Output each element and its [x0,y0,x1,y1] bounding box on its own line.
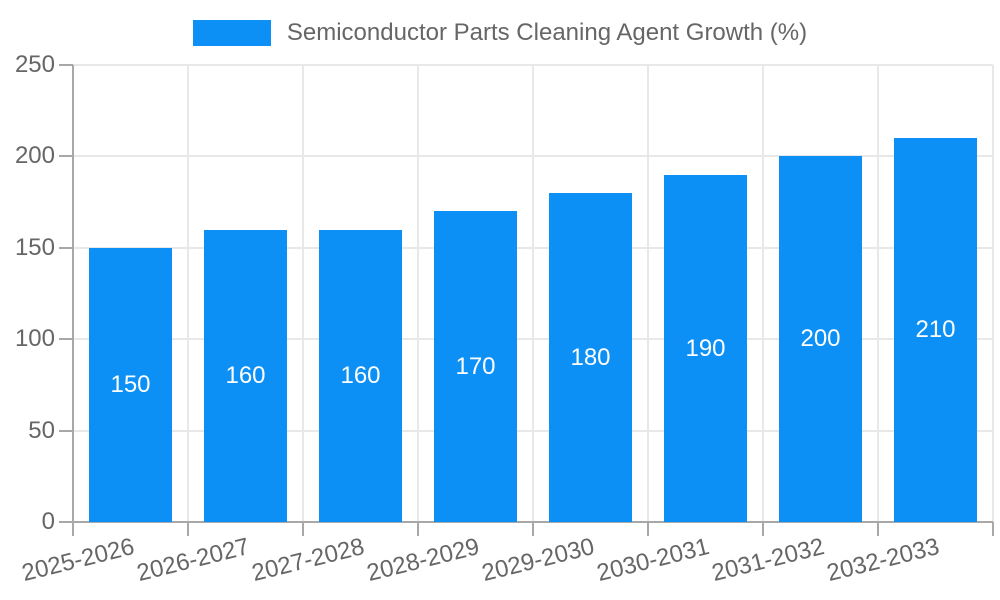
y-axis-tick-label: 150 [14,234,55,261]
x-axis-tick [417,522,419,536]
bar-value-label: 190 [685,334,726,362]
bar-2030-2031[interactable]: 190 [664,175,747,522]
bar-2027-2028[interactable]: 160 [319,230,402,522]
y-axis-tick-label: 250 [14,51,55,78]
bar-value-label: 200 [800,325,841,352]
x-gridline [187,65,189,522]
x-axis-tick [877,522,879,536]
x-gridline [302,65,304,522]
y-axis-line [72,65,74,522]
x-axis-tick [992,522,994,536]
bar-value-label: 150 [110,371,151,398]
x-axis-category-label: 2028-2029 [364,533,483,587]
bar-2025-2026[interactable]: 150 [89,248,172,522]
bar-2026-2027[interactable]: 160 [204,230,287,522]
x-axis-category-label: 2025-2026 [19,533,138,587]
y-axis-tick-label: 200 [14,142,55,169]
x-gridline [532,65,534,522]
x-gridline [762,65,764,522]
bar-2032-2033[interactable]: 210 [894,138,977,522]
x-axis-tick [762,522,764,536]
bar-2031-2032[interactable]: 200 [779,156,862,522]
x-axis-tick [72,522,74,536]
x-axis-category-label: 2031-2032 [709,533,828,587]
x-gridline [647,65,649,522]
y-axis-tick [59,155,73,157]
y-axis-tick [59,64,73,66]
x-axis-tick [187,522,189,536]
y-axis-tick-label: 0 [41,508,55,535]
bar-2029-2030[interactable]: 180 [549,193,632,522]
x-axis-tick [647,522,649,536]
legend-label: Semiconductor Parts Cleaning Agent Growt… [286,19,808,46]
legend-item[interactable]: Semiconductor Parts Cleaning Agent Growt… [0,19,1000,47]
bar-2028-2029[interactable]: 170 [434,211,517,522]
x-axis-category-label: 2030-2031 [594,533,713,587]
x-gridline [417,65,419,522]
bar-value-label: 170 [455,352,496,380]
x-axis-tick [302,522,304,536]
bar-value-label: 210 [915,316,956,343]
legend-swatch-icon [192,20,271,46]
x-gridline [992,65,994,522]
x-axis-line [73,521,993,523]
x-axis-category-label: 2027-2028 [249,533,368,587]
y-axis-tick-label: 100 [14,325,55,352]
y-axis-tick [59,430,73,432]
bar-value-label: 180 [570,343,611,371]
x-axis-tick [532,522,534,536]
y-axis-tick [59,521,73,523]
y-axis-tick-label: 50 [28,417,55,444]
x-gridline [877,65,879,522]
bar-value-label: 160 [340,362,381,389]
y-axis-tick [59,247,73,249]
x-axis-category-label: 2029-2030 [479,533,598,587]
x-axis-category-label: 2026-2027 [134,533,253,587]
x-axis-category-label: 2032-2033 [824,533,943,587]
bar-value-label: 160 [225,362,266,389]
y-axis-tick [59,338,73,340]
